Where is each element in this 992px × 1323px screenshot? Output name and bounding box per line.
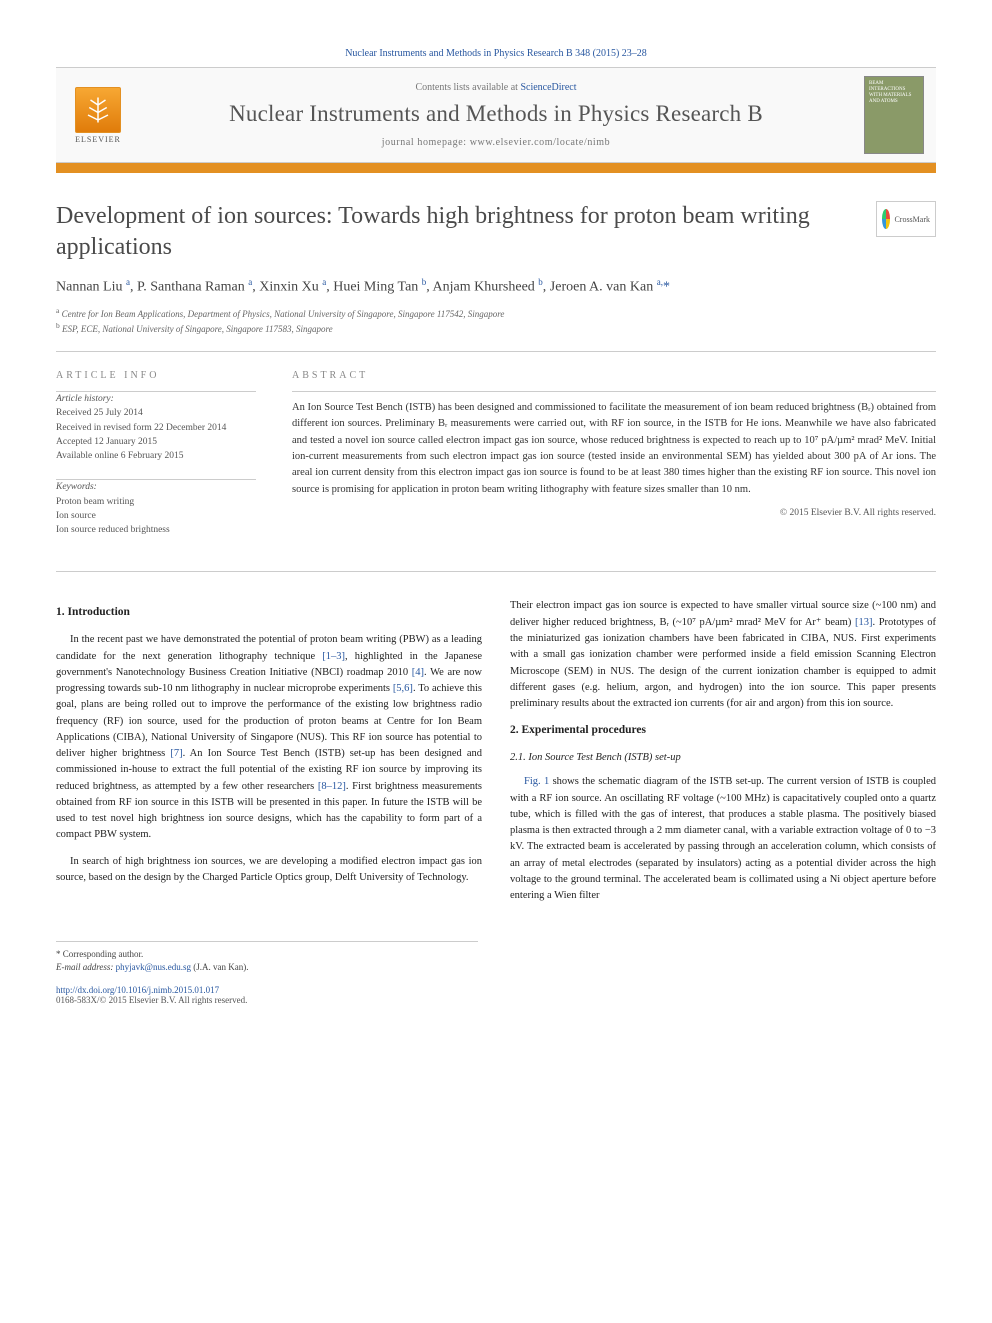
history-label: Article history: [56, 392, 256, 406]
affiliations: a Centre for Ion Beam Applications, Depa… [56, 306, 936, 335]
contents-prefix: Contents lists available at [415, 82, 520, 93]
abstract-column: ABSTRACT An Ion Source Test Bench (ISTB)… [292, 370, 936, 553]
affiliation-b: b ESP, ECE, National University of Singa… [56, 321, 936, 336]
crossmark-label: CrossMark [894, 215, 930, 224]
header-citation: Nuclear Instruments and Methods in Physi… [56, 48, 936, 59]
intro-para-2: In search of high brightness ion sources… [56, 854, 482, 887]
title-row: Development of ion sources: Towards high… [56, 201, 936, 263]
history-item: Available online 6 February 2015 [56, 449, 256, 463]
footer-block: * Corresponding author. E-mail address: … [56, 941, 478, 1005]
doi-link[interactable]: http://dx.doi.org/10.1016/j.nimb.2015.01… [56, 985, 478, 995]
abstract-label: ABSTRACT [292, 370, 936, 381]
elsevier-label: ELSEVIER [75, 135, 121, 144]
abstract-copyright: © 2015 Elsevier B.V. All rights reserved… [292, 508, 936, 518]
body-columns: 1. Introduction In the recent past we ha… [56, 598, 936, 914]
right-column: Their electron impact gas ion source is … [510, 598, 936, 914]
orange-divider [56, 163, 936, 173]
subsection-heading-istb: 2.1. Ion Source Test Bench (ISTB) set-up [510, 750, 936, 766]
elsevier-tree-icon [75, 87, 121, 133]
info-abstract-row: ARTICLE INFO Article history: Received 2… [56, 370, 936, 553]
sciencedirect-link[interactable]: ScienceDirect [520, 82, 576, 93]
journal-name: Nuclear Instruments and Methods in Physi… [128, 101, 864, 127]
history-item: Received 25 July 2014 [56, 406, 256, 420]
keyword: Ion source [56, 509, 256, 523]
homepage-prefix: journal homepage: [382, 137, 470, 148]
rights-line: 0168-583X/© 2015 Elsevier B.V. All right… [56, 995, 478, 1005]
article-title: Development of ion sources: Towards high… [56, 201, 864, 263]
divider [56, 351, 936, 352]
keywords-block: Keywords: Proton beam writing Ion source… [56, 480, 256, 537]
section-heading-intro: 1. Introduction [56, 604, 482, 622]
email-name: (J.A. van Kan). [191, 962, 249, 972]
divider [292, 391, 936, 392]
keywords-label: Keywords: [56, 480, 256, 494]
history-item: Received in revised form 22 December 201… [56, 421, 256, 435]
crossmark-icon [882, 209, 890, 229]
email-label: E-mail address: [56, 962, 116, 972]
crossmark-badge[interactable]: CrossMark [876, 201, 936, 237]
abstract-text: An Ion Source Test Bench (ISTB) has been… [292, 400, 936, 498]
exp-para-1: Fig. 1 shows the schematic diagram of th… [510, 774, 936, 904]
affiliation-a: a Centre for Ion Beam Applications, Depa… [56, 306, 936, 321]
article-history: Article history: Received 25 July 2014 R… [56, 392, 256, 463]
email-line: E-mail address: phyjavk@nus.edu.sg (J.A.… [56, 961, 478, 975]
article-info-column: ARTICLE INFO Article history: Received 2… [56, 370, 256, 553]
left-column: 1. Introduction In the recent past we ha… [56, 598, 482, 914]
intro-para-1: In the recent past we have demonstrated … [56, 632, 482, 843]
elsevier-logo: ELSEVIER [68, 82, 128, 148]
corresponding-author-note: * Corresponding author. [56, 948, 478, 962]
homepage-url: www.elsevier.com/locate/nimb [470, 137, 611, 148]
journal-cover-thumb: BEAM INTERACTIONS WITH MATERIALS AND ATO… [864, 76, 924, 154]
page-root: Nuclear Instruments and Methods in Physi… [0, 0, 992, 1053]
keyword: Ion source reduced brightness [56, 523, 256, 537]
homepage-line: journal homepage: www.elsevier.com/locat… [128, 137, 864, 148]
intro-para-3: Their electron impact gas ion source is … [510, 598, 936, 712]
authors-line: Nannan Liu a, P. Santhana Raman a, Xinxi… [56, 277, 936, 296]
history-item: Accepted 12 January 2015 [56, 435, 256, 449]
email-link[interactable]: phyjavk@nus.edu.sg [116, 962, 191, 972]
keyword: Proton beam writing [56, 495, 256, 509]
article-info-label: ARTICLE INFO [56, 370, 256, 381]
contents-line: Contents lists available at ScienceDirec… [128, 82, 864, 93]
journal-header-bar: ELSEVIER Contents lists available at Sci… [56, 67, 936, 163]
divider [56, 571, 936, 572]
section-heading-experimental: 2. Experimental procedures [510, 722, 936, 740]
journal-header-mid: Contents lists available at ScienceDirec… [128, 82, 864, 148]
